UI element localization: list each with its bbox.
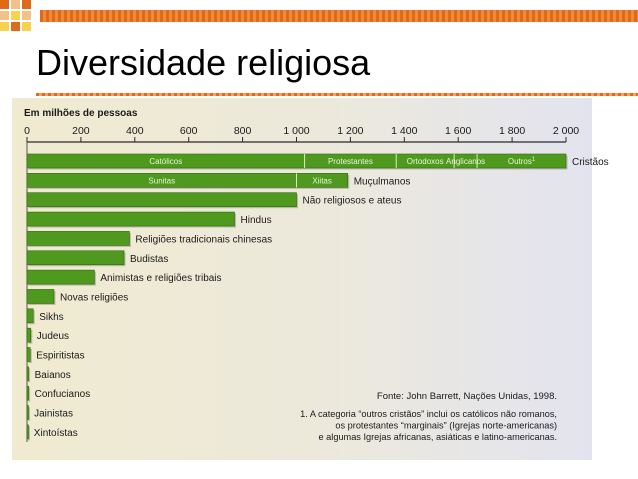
category-label: Sikhs — [39, 312, 63, 323]
bar — [26, 269, 95, 285]
segment-label: Católicos — [149, 157, 182, 166]
bar — [26, 211, 235, 227]
category-label: Novas religiões — [60, 292, 128, 303]
x-tick-label: 400 — [126, 125, 144, 137]
category-label: Budistas — [130, 254, 168, 265]
bar — [26, 327, 32, 343]
bar — [26, 250, 125, 266]
category-label: Confucianos — [35, 389, 91, 400]
bar — [26, 153, 567, 169]
slide-top-band — [40, 10, 638, 22]
axis-title: Em milhões de pessoas — [24, 108, 138, 119]
chart-footnote-line: 1. A categoria “outros cristãos” inclui … — [300, 409, 557, 419]
bar — [26, 289, 55, 304]
x-tick-label: 2 000 — [553, 125, 579, 137]
bar — [26, 424, 29, 440]
chart-footnote-line: os protestantes “marginais” (Igrejas nor… — [335, 421, 557, 431]
x-tick-label: 1 800 — [499, 125, 525, 137]
category-label: Xintoístas — [34, 428, 78, 439]
category-label: Cristãos — [572, 157, 609, 168]
x-tick-label: 1 200 — [337, 125, 363, 137]
title-rule — [36, 93, 638, 96]
x-tick-label: 1 400 — [391, 125, 417, 137]
segment-label: Ortodoxos — [407, 157, 444, 166]
x-tick-label: 1 600 — [445, 125, 471, 137]
bar-shadow — [28, 407, 30, 422]
bar-shadow — [28, 368, 31, 383]
chart-source: Fonte: John Barrett, Nações Unidas, 1998… — [377, 391, 557, 402]
bar-shadow — [28, 426, 30, 441]
segment-label: Xiitas — [312, 176, 332, 185]
x-tick-label: 1 000 — [283, 125, 309, 137]
category-label: Religiões tradicionais chinesas — [135, 234, 272, 245]
bar — [26, 173, 349, 188]
category-label: Jainistas — [34, 409, 73, 420]
category-label: Espiritistas — [36, 351, 84, 362]
slide-title: Diversidade religiosa — [36, 42, 371, 83]
bar — [26, 231, 130, 246]
bar — [26, 347, 31, 362]
segment-label: Anglicanos — [446, 157, 485, 166]
segment-label: Outros1 — [508, 157, 536, 166]
segment-label: Sunitas — [148, 176, 175, 185]
category-label: Hindus — [241, 215, 272, 226]
category-label: Animistas e religiões tribais — [100, 273, 221, 284]
segment-label: Protestantes — [328, 157, 373, 166]
bar-shadow — [28, 387, 31, 402]
slide-decoration-squares — [0, 0, 40, 34]
category-label: Muçulmanos — [354, 176, 411, 187]
category-label: Não religiosos e ateus — [303, 196, 402, 207]
x-tick-label: 200 — [72, 125, 90, 137]
bar — [26, 192, 297, 207]
category-label: Baianos — [35, 370, 71, 381]
chart-footnote-line: e algumas Igrejas africanas, asiáticas e… — [319, 432, 557, 442]
bar — [26, 366, 29, 382]
bar — [26, 385, 29, 401]
bar — [26, 308, 34, 324]
x-tick-label: 600 — [180, 125, 198, 137]
category-label: Judeus — [37, 331, 69, 342]
x-tick-label: 0 — [24, 125, 30, 137]
bar — [26, 405, 29, 420]
x-tick-label: 800 — [234, 125, 252, 137]
